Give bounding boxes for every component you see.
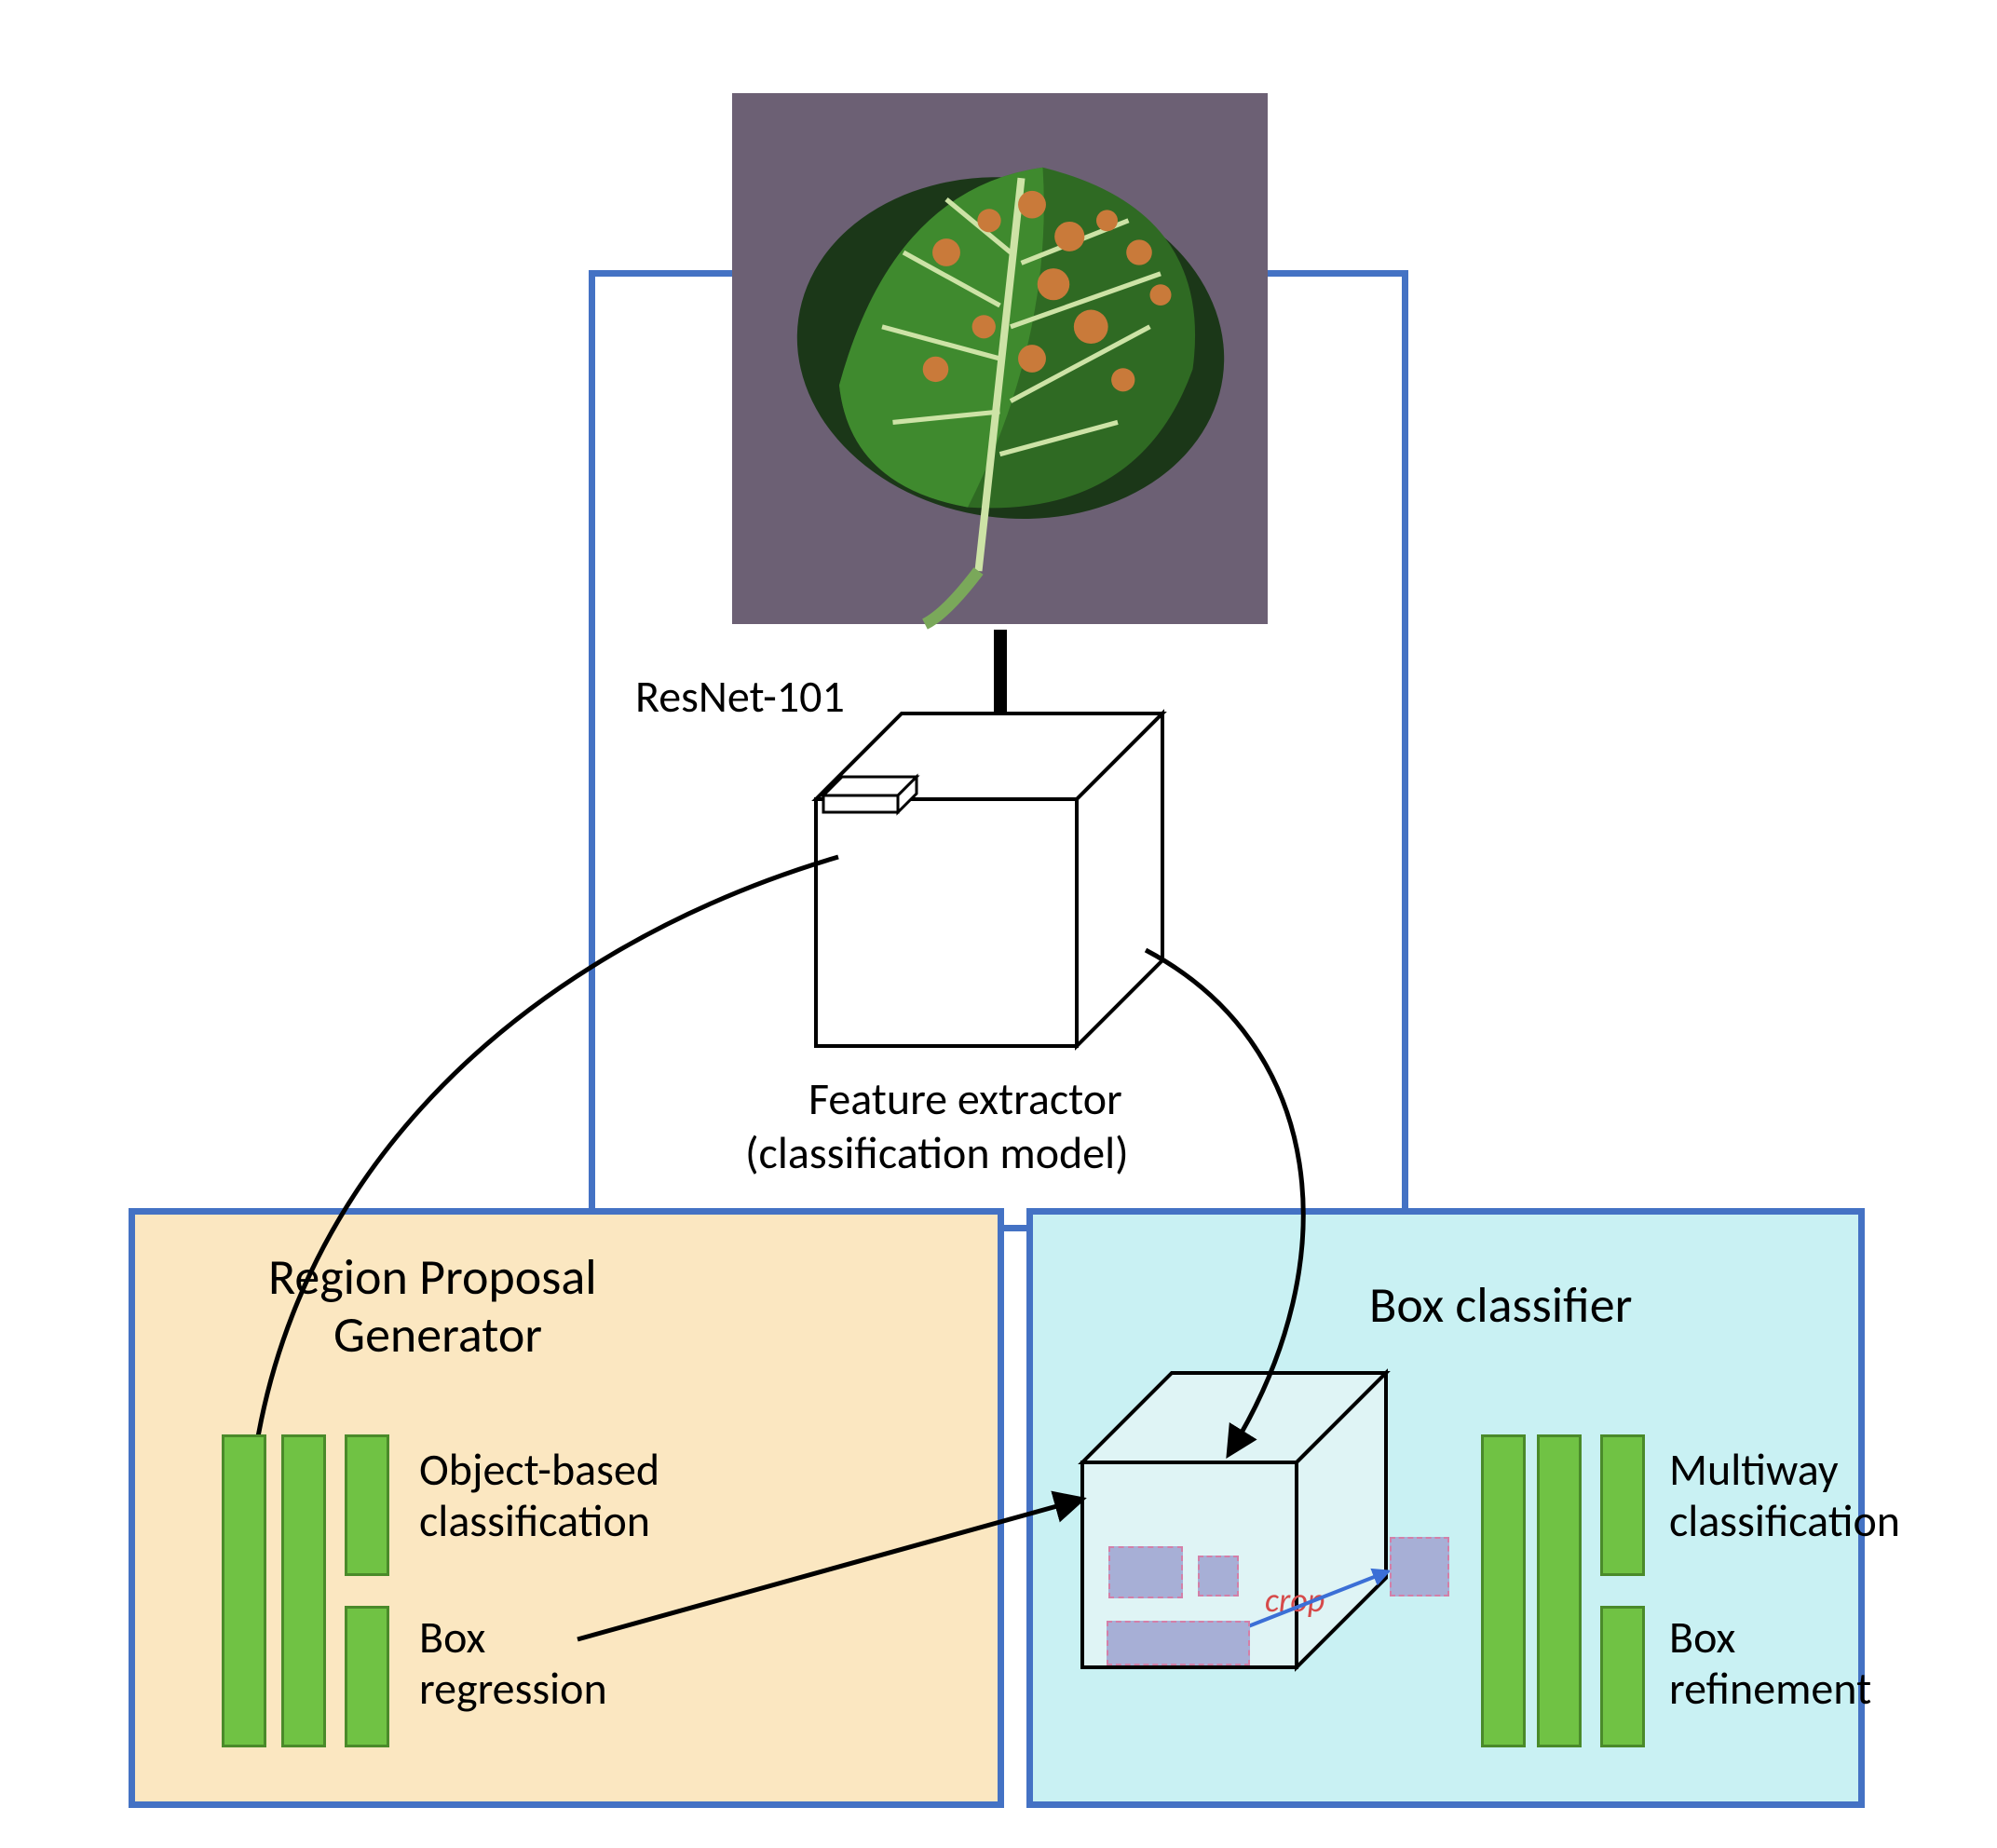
green-bar <box>1600 1606 1645 1747</box>
green-bar <box>281 1434 326 1747</box>
proposal-rect <box>1198 1556 1239 1597</box>
proposal-rect <box>1107 1621 1250 1665</box>
green-bar <box>222 1434 266 1747</box>
green-bar <box>345 1606 389 1747</box>
green-bar <box>1481 1434 1526 1747</box>
green-bar <box>1600 1434 1645 1576</box>
proposal-rect <box>1108 1546 1183 1598</box>
green-bar <box>345 1434 389 1576</box>
green-bar <box>1537 1434 1582 1747</box>
